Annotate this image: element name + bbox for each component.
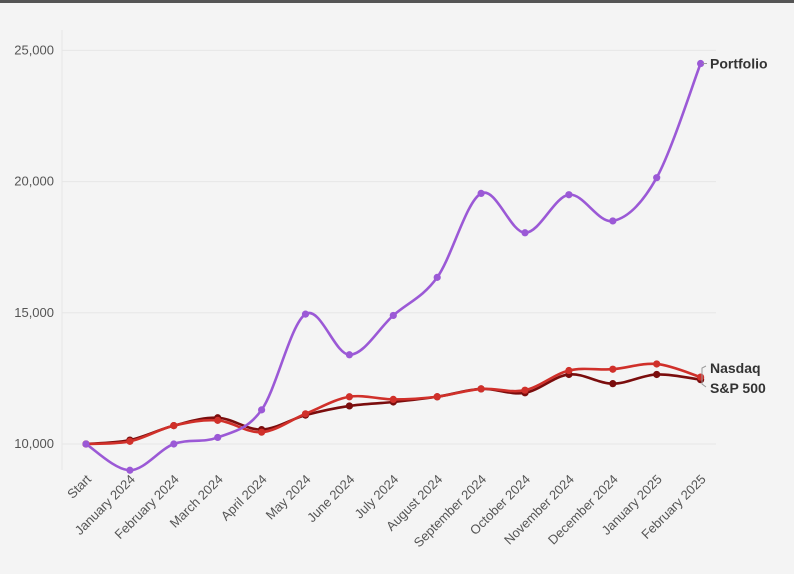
series-s-p-500: [82, 370, 705, 448]
data-point: [126, 437, 134, 445]
label-bracket: [701, 365, 707, 388]
data-point: [697, 59, 705, 68]
x-tick-label: April 2024: [218, 472, 270, 524]
y-tick-label: 10,000: [14, 436, 54, 451]
data-point: [214, 416, 222, 424]
data-point: [389, 311, 397, 320]
data-point: [301, 310, 310, 318]
x-tick-label: Start: [64, 471, 94, 501]
series-line: [84, 62, 702, 472]
data-point: [653, 370, 661, 379]
top-border: [0, 0, 794, 3]
series-label-nasdaq: Nasdaq: [710, 360, 761, 376]
series-labels: Portfolio Nasdaq S&P 500: [701, 56, 768, 396]
series-nasdaq: [82, 360, 705, 448]
series-label-portfolio: Portfolio: [710, 56, 768, 72]
y-tick-label: 25,000: [14, 42, 54, 57]
data-point: [170, 440, 178, 448]
data-point: [258, 406, 266, 414]
series-portfolio: [82, 59, 705, 474]
data-point: [82, 440, 90, 448]
data-point: [565, 191, 573, 199]
data-point: [565, 366, 573, 375]
series-group: [82, 59, 705, 474]
data-point: [609, 217, 617, 225]
data-point: [653, 360, 661, 368]
series-line: [84, 373, 702, 446]
data-point: [126, 466, 134, 474]
data-point: [521, 386, 529, 394]
data-point: [653, 174, 661, 182]
data-point: [345, 402, 353, 410]
data-point: [170, 422, 178, 430]
series-label-sp500: S&P 500: [710, 380, 766, 396]
y-tick-label: 15,000: [14, 305, 54, 320]
data-point: [433, 393, 441, 401]
data-point: [258, 428, 266, 436]
data-point: [477, 189, 485, 198]
data-point: [609, 380, 617, 388]
data-point: [345, 351, 353, 359]
data-point: [214, 433, 222, 442]
data-point: [345, 393, 353, 401]
data-point: [389, 395, 397, 403]
x-tick-label: June 2024: [304, 472, 358, 526]
y-tick-label: 20,000: [14, 174, 54, 189]
data-point: [521, 229, 529, 237]
data-point: [433, 273, 441, 281]
y-axis-ticks: 10,000 15,000 20,000 25,000: [14, 42, 54, 451]
data-point: [697, 373, 705, 381]
data-point: [609, 365, 617, 373]
grid-lines: [61, 30, 716, 470]
data-point: [301, 410, 310, 418]
data-point: [477, 385, 485, 393]
